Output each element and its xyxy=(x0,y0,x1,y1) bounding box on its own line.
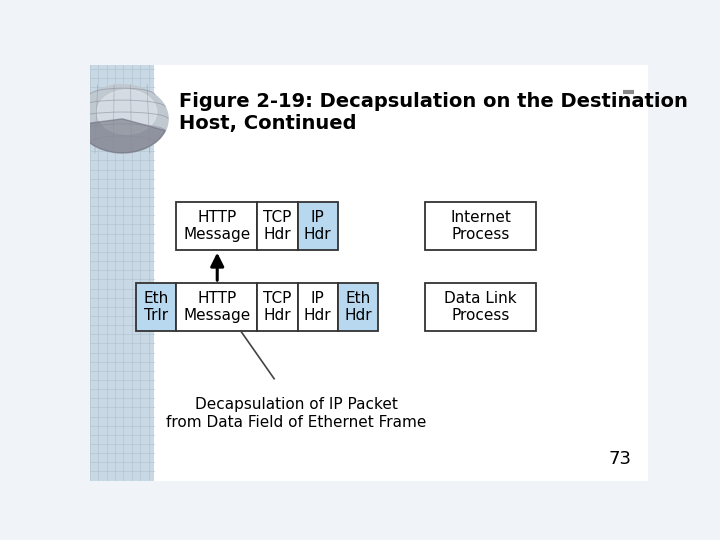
Bar xyxy=(258,202,297,250)
Circle shape xyxy=(97,90,157,134)
Circle shape xyxy=(76,85,168,153)
Text: Decapsulation of IP Packet
from Data Field of Ethernet Frame: Decapsulation of IP Packet from Data Fie… xyxy=(166,397,427,430)
Text: HTTP
Message: HTTP Message xyxy=(184,210,251,242)
Text: IP
Hdr: IP Hdr xyxy=(304,210,331,242)
Wedge shape xyxy=(77,119,166,153)
Text: TCP
Hdr: TCP Hdr xyxy=(264,291,292,323)
Bar xyxy=(136,283,176,331)
Bar xyxy=(176,283,258,331)
Bar xyxy=(154,65,648,481)
Text: IP
Hdr: IP Hdr xyxy=(304,291,331,323)
Text: Eth
Hdr: Eth Hdr xyxy=(344,291,372,323)
Text: 73: 73 xyxy=(608,450,631,468)
Text: Eth
Trlr: Eth Trlr xyxy=(144,291,169,323)
Bar xyxy=(297,283,338,331)
Text: Figure 2-19: Decapsulation on the Destination
Host, Continued: Figure 2-19: Decapsulation on the Destin… xyxy=(179,92,688,133)
Bar xyxy=(425,283,536,331)
Bar xyxy=(425,202,536,250)
Text: TCP
Hdr: TCP Hdr xyxy=(264,210,292,242)
Bar xyxy=(176,202,258,250)
Text: HTTP
Message: HTTP Message xyxy=(184,291,251,323)
Bar xyxy=(90,65,154,481)
Text: Data Link
Process: Data Link Process xyxy=(444,291,517,323)
Bar xyxy=(338,283,378,331)
Bar xyxy=(297,202,338,250)
Text: Internet
Process: Internet Process xyxy=(450,210,511,242)
Bar xyxy=(258,283,297,331)
